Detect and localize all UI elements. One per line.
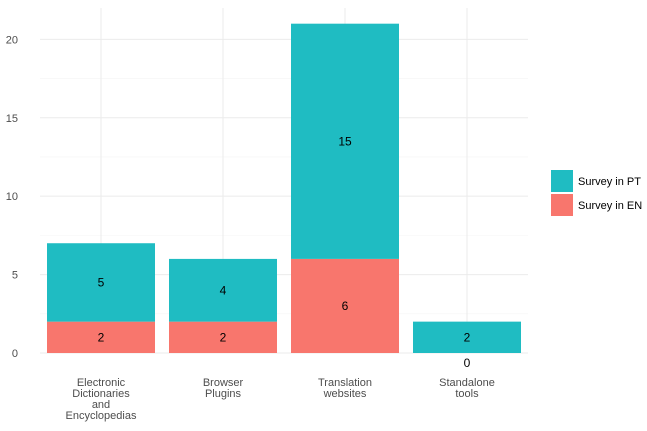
data-label: 5 — [98, 275, 105, 289]
legend-swatch — [551, 170, 573, 192]
data-labels: 2 5 2 4 6 15 0 2 — [98, 134, 471, 370]
bar-survey-in-en — [291, 258, 399, 353]
bar-survey-in-en — [47, 321, 155, 353]
y-tick-label: 5 — [12, 270, 18, 282]
x-tick-label: Translation websites — [318, 377, 372, 400]
y-tick-label: 0 — [12, 348, 18, 360]
x-axis: Electronic Dictionaries and Encyclopedias Br… — [66, 377, 495, 422]
y-tick-label: 20 — [6, 34, 18, 46]
data-label: 6 — [342, 299, 349, 313]
legend-label: Survey in EN — [578, 200, 642, 212]
bar-survey-in-pt — [47, 243, 155, 322]
legend-label: Survey in PT — [578, 176, 641, 188]
legend-swatch — [551, 194, 573, 216]
bars — [47, 23, 521, 353]
y-tick-label: 10 — [6, 191, 18, 203]
data-label: 4 — [220, 283, 227, 297]
x-tick-label: Browser Plugins — [203, 377, 244, 400]
bar-survey-in-pt — [169, 258, 277, 322]
data-label: 2 — [98, 330, 105, 344]
x-tick-label: Electronic Dictionaries and Encyclopedias — [66, 377, 137, 422]
bar-survey-in-pt — [291, 23, 399, 259]
data-label: 15 — [338, 134, 352, 148]
y-axis: 0 5 10 15 20 — [6, 34, 18, 360]
bar-survey-in-pt — [413, 321, 521, 353]
data-label: 2 — [220, 330, 227, 344]
bar-survey-in-en — [169, 321, 277, 353]
data-label: 2 — [464, 330, 471, 344]
y-tick-label: 15 — [6, 113, 18, 125]
data-label: 0 — [464, 356, 471, 370]
x-tick-label: Standalone tools — [439, 377, 495, 400]
legend: Survey in PT Survey in EN — [551, 170, 642, 216]
